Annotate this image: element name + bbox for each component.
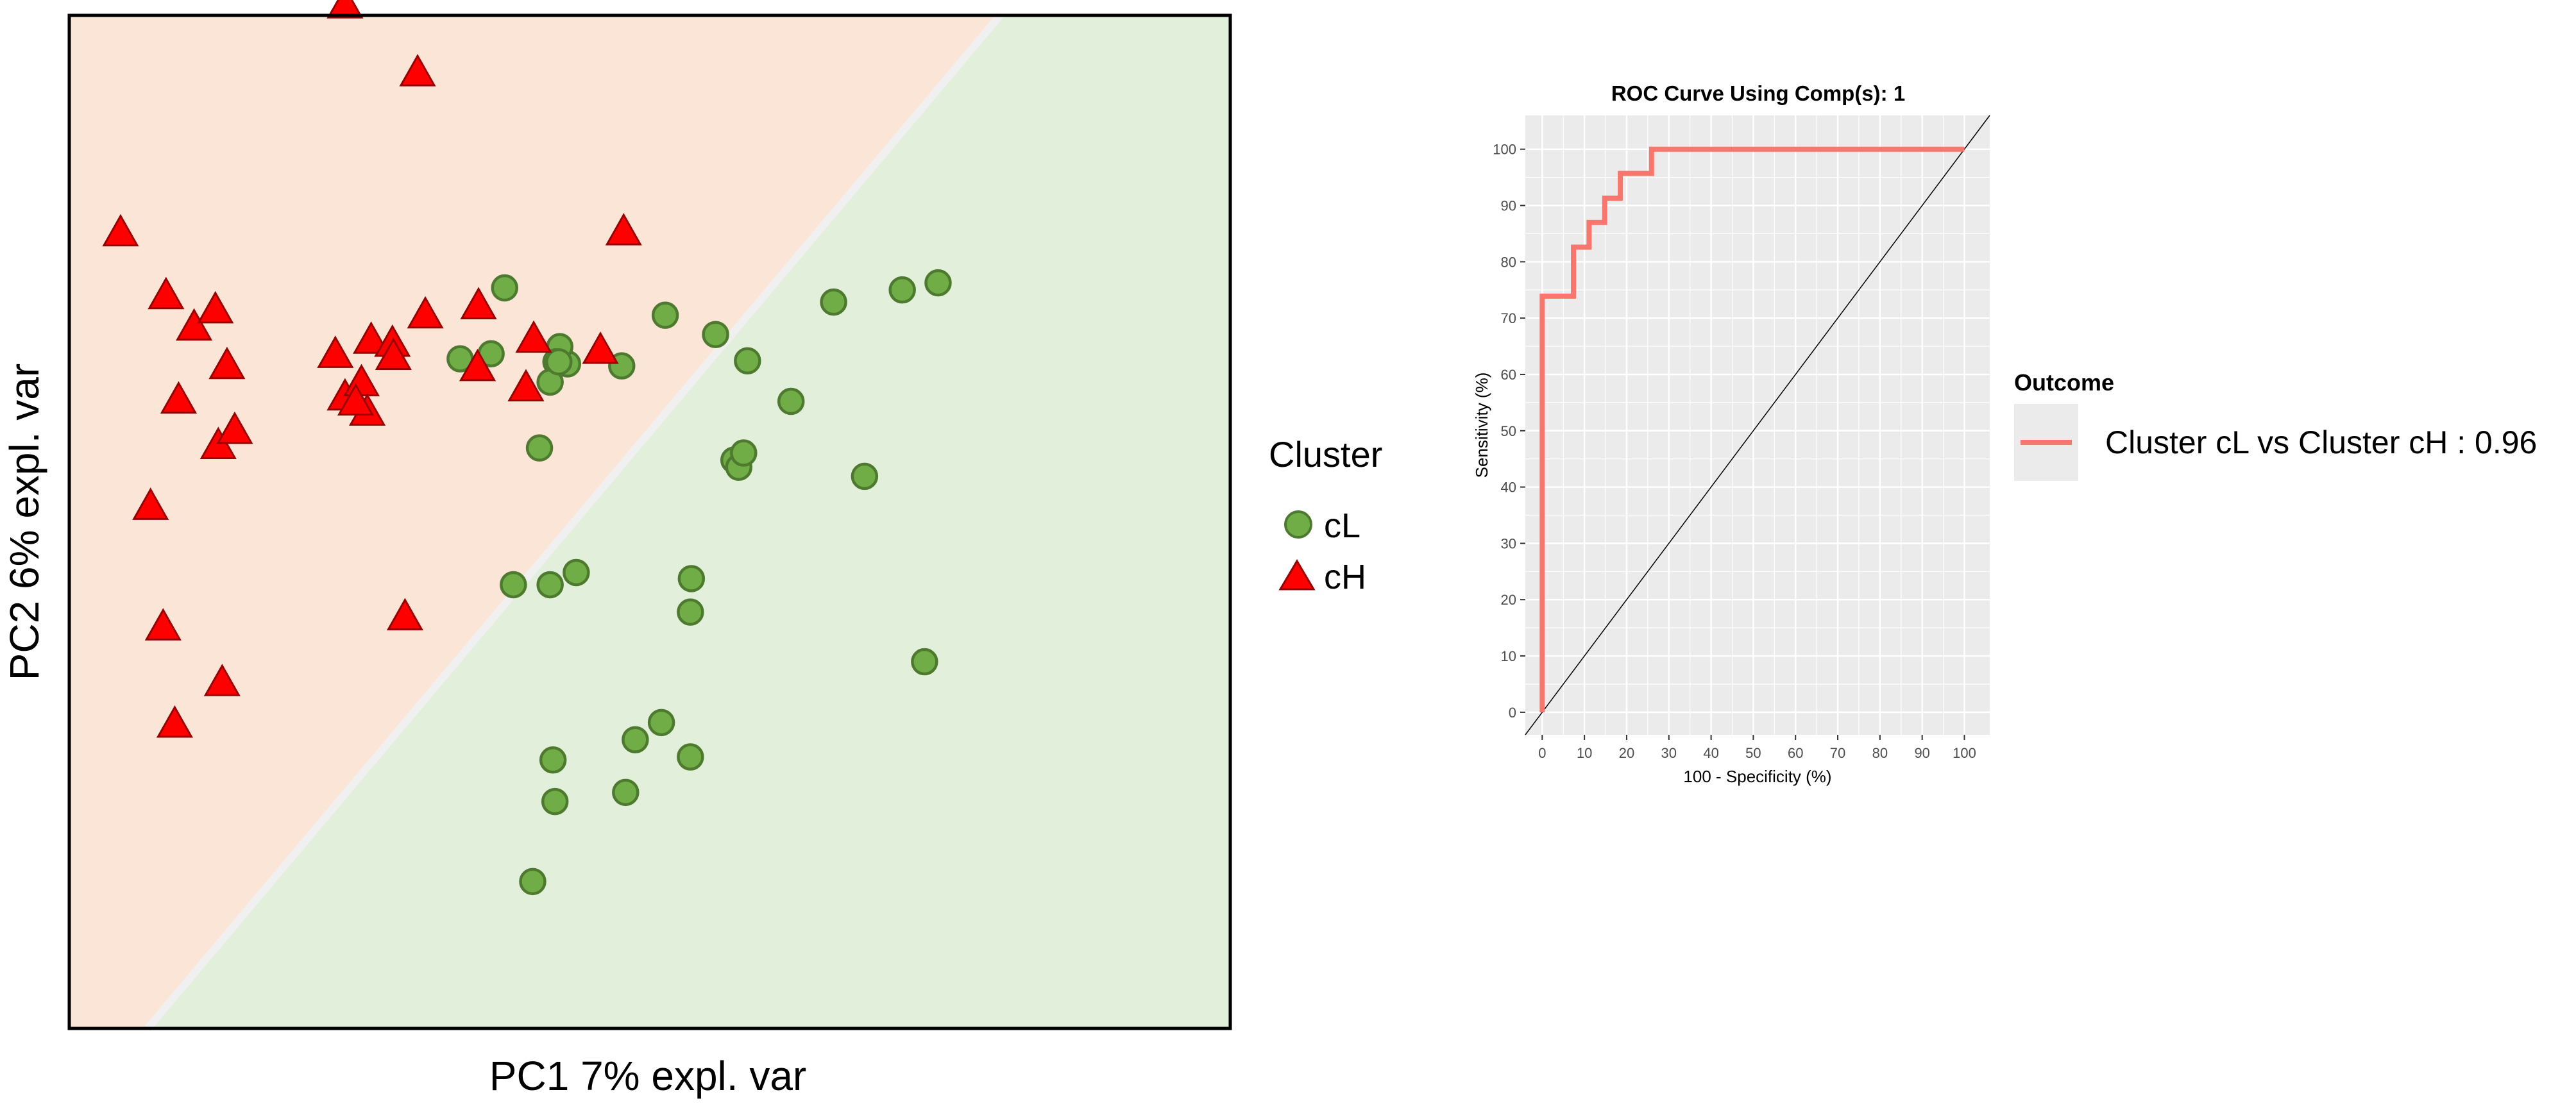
roc-x-tick-label: 60	[1788, 745, 1803, 761]
roc-y-tick-label: 0	[1509, 705, 1516, 721]
point-cL	[622, 726, 649, 753]
roc-x-tick-label: 90	[1914, 745, 1929, 761]
roc-x-tick-label: 10	[1577, 745, 1592, 761]
point-cL	[651, 301, 679, 329]
pca-x-axis-label: PC1 7% expl. var	[489, 1053, 806, 1099]
point-cL	[777, 387, 805, 415]
point-cH	[197, 290, 234, 324]
roc-y-tick-label: 80	[1501, 254, 1516, 270]
point-cH	[375, 337, 412, 371]
roc-legend-label: Cluster cL vs Cluster cH : 0.96	[2105, 424, 2537, 460]
roc-x-tick-label: 20	[1619, 745, 1634, 761]
point-cL	[539, 746, 567, 774]
roc-gridlines	[1525, 115, 1990, 735]
roc-reference-diagonal	[1525, 115, 1990, 735]
point-cH	[208, 346, 246, 380]
roc-y-tick-label: 30	[1501, 535, 1516, 551]
pca-panel-border	[67, 13, 1232, 1030]
pca-points	[102, 0, 952, 896]
point-cL	[677, 598, 704, 626]
pca-legend-title: Cluster	[1269, 434, 1382, 474]
point-cL	[851, 462, 879, 490]
point-cH	[582, 331, 619, 364]
legend-cL-label: cL	[1324, 507, 1360, 545]
roc-y-tick-label: 90	[1501, 198, 1516, 214]
point-cH	[507, 369, 545, 401]
point-cL	[519, 868, 547, 896]
point-cL	[647, 708, 675, 737]
decision-boundary	[144, 13, 1003, 1031]
point-cH	[460, 287, 497, 320]
point-cL	[677, 743, 704, 771]
point-cH	[326, 0, 364, 19]
roc-x-tick-label: 40	[1703, 745, 1718, 761]
point-cL	[491, 274, 518, 302]
pca-decision-regions	[69, 13, 1230, 1031]
pca-legend: Cluster cL cH	[1269, 434, 1382, 596]
roc-y-axis-label: Sensitivity (%)	[1472, 373, 1491, 478]
point-cH	[132, 487, 169, 520]
point-cL	[820, 288, 847, 316]
roc-title: ROC Curve Using Comp(s): 1	[1611, 81, 1905, 105]
point-cH	[515, 320, 552, 353]
point-cH	[148, 276, 185, 310]
roc-y-tick-label: 20	[1501, 592, 1516, 608]
roc-x-tick-label: 70	[1830, 745, 1845, 761]
point-cH	[216, 411, 253, 444]
roc-lines	[1525, 115, 1990, 735]
roc-y-tick-label: 60	[1501, 367, 1516, 383]
pca-plot: PC1 7% expl. var PC2 6% expl. var Cluste…	[1, 0, 1382, 1099]
point-cL	[888, 276, 916, 304]
roc-legend-title: Outcome	[2014, 369, 2114, 396]
roc-ticks: 0 10 20 30 40 50 60 70 80 90 100 0 10 20 30 40 50 60 70 80 9…	[1493, 142, 1976, 761]
point-cL	[677, 565, 706, 592]
point-cH	[459, 348, 496, 381]
point-cL	[730, 439, 758, 467]
roc-y-tick-label: 10	[1501, 648, 1516, 664]
roc-plot: ROC Curve Using Comp(s): 1 0 10 20 30 40 50 60…	[1472, 81, 2537, 786]
point-cH	[203, 664, 241, 696]
point-cH	[386, 598, 423, 631]
roc-y-tick-label: 40	[1501, 480, 1516, 496]
region-cH	[69, 15, 1001, 1028]
roc-x-tick-label: 0	[1538, 745, 1546, 761]
roc-x-tick-label: 50	[1745, 745, 1761, 761]
roc-y-tick-label: 100	[1493, 142, 1516, 158]
point-cL	[541, 787, 569, 816]
roc-y-tick-label: 70	[1501, 310, 1516, 326]
point-cL	[734, 347, 761, 375]
point-cH	[353, 321, 390, 354]
point-cH	[176, 308, 213, 341]
roc-legend: Outcome Cluster cL vs Cluster cH : 0.96	[2014, 369, 2537, 481]
point-cL	[911, 648, 938, 676]
roc-x-axis-label: 100 - Specificity (%)	[1683, 767, 1831, 786]
point-cH	[407, 296, 444, 329]
point-cL	[500, 571, 527, 599]
point-cH	[144, 608, 182, 641]
roc-y-tick-label: 50	[1501, 423, 1516, 439]
point-cH	[399, 54, 436, 87]
point-cL	[545, 348, 573, 376]
point-cL	[525, 434, 554, 462]
roc-x-tick-label: 80	[1872, 745, 1888, 761]
point-cH	[160, 381, 198, 414]
point-cL	[702, 321, 729, 348]
point-cL	[924, 269, 952, 297]
point-cH	[156, 705, 193, 738]
point-cH	[102, 214, 139, 247]
point-cL	[536, 571, 564, 599]
point-cL	[563, 558, 590, 587]
legend-cH-marker	[1278, 559, 1316, 591]
roc-x-tick-label: 100	[1953, 745, 1976, 761]
pca-y-axis-label: PC2 6% expl. var	[1, 364, 47, 680]
roc-x-tick-label: 30	[1661, 745, 1677, 761]
legend-cH-label: cH	[1324, 558, 1366, 596]
point-cH	[605, 213, 642, 246]
point-cL	[612, 778, 640, 807]
legend-cL-marker	[1284, 510, 1312, 539]
roc-curve	[1539, 146, 1965, 712]
point-cH	[337, 383, 375, 416]
point-cH	[317, 335, 354, 368]
